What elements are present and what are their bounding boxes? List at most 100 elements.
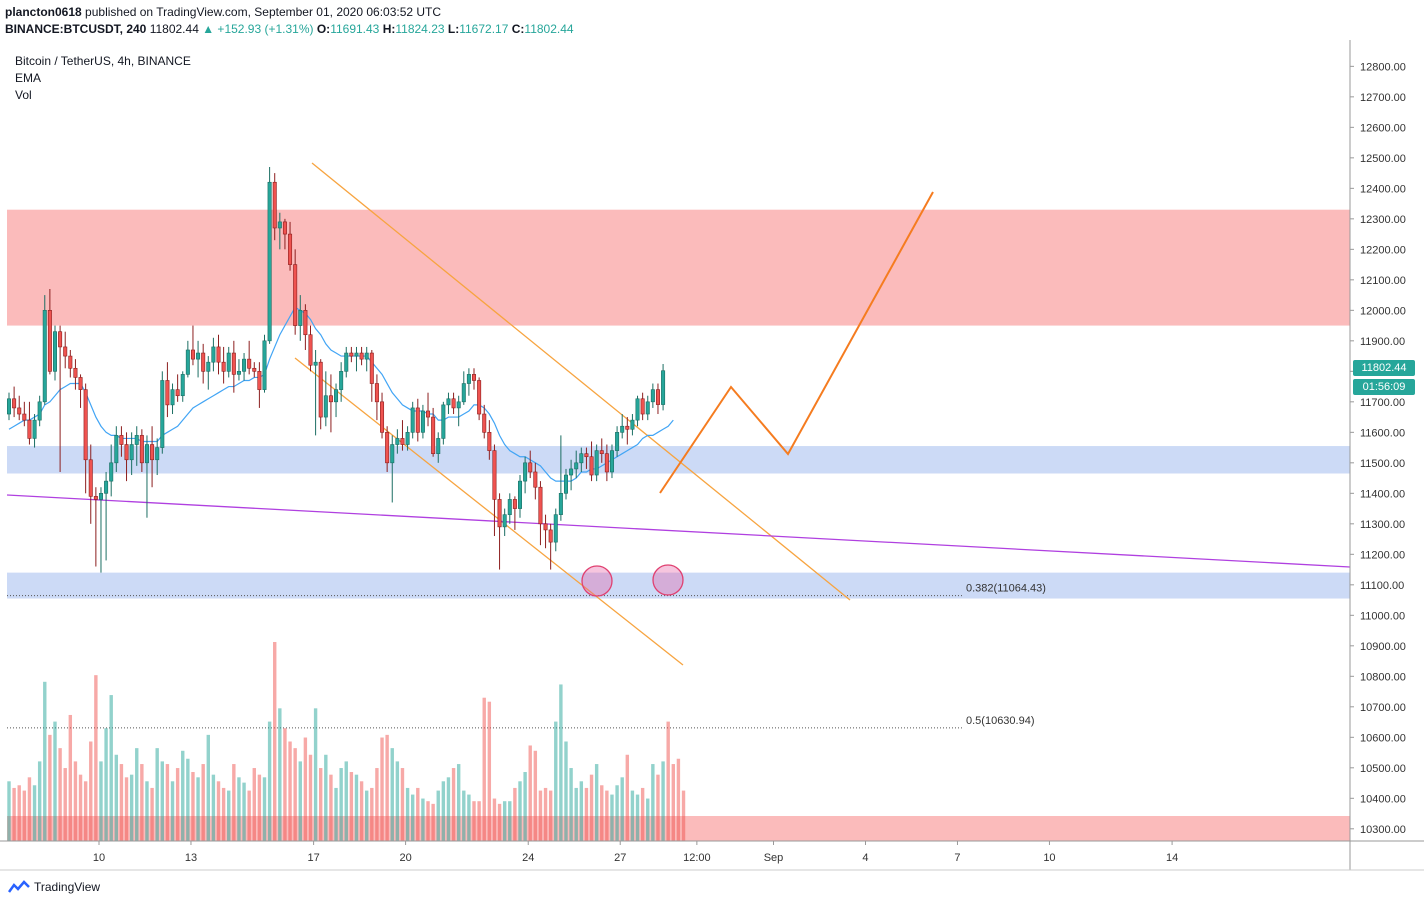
volume-bar [324,754,328,841]
volume-bar [267,721,272,841]
x-tick-label: Sep [764,852,784,864]
volume-bar [150,787,154,841]
volume-bar [262,777,267,841]
candle-body [507,499,512,515]
candle-body [563,474,568,494]
candle-body [558,493,563,515]
candle-body [477,380,482,415]
candle-body [262,340,267,390]
volume-bar [155,748,159,841]
y-tick-label: 11900.00 [1360,336,1405,348]
candle-body [298,310,303,326]
candle-body [242,358,247,372]
candle-body [98,493,103,500]
candle-body [640,398,645,415]
candle-body [615,432,620,451]
candle-body [385,432,390,464]
volume-bar [671,764,675,841]
candle-body [630,419,635,430]
volume-bar [681,790,686,841]
volume-bar [646,798,650,841]
volume-bar [482,697,486,841]
candle-body [354,352,359,357]
volume-bar [53,721,57,841]
legend-title: Bitcoin / TetherUS, 4h, BINANCE [15,54,191,68]
volume-bar [492,798,497,841]
volume-bar [451,768,456,841]
volume-bar [83,781,88,841]
volume-bar [329,774,333,841]
volume-bar [462,790,466,841]
low-label: L: [447,22,460,36]
candle-body [661,370,666,405]
volume-bar [421,798,425,841]
volume-bar [559,684,563,841]
footer-brand[interactable]: TradingView [8,880,100,894]
volume-bar [661,761,665,841]
candle-body [170,389,175,406]
y-tick-label: 12600.00 [1360,122,1406,134]
candle-body [517,480,522,509]
y-tick-label: 12800.00 [1360,61,1406,73]
fib-layer: 0.382(11064.43) 0.5(10630.94) [7,583,1046,729]
candle-body [221,361,226,372]
candle-body [190,349,195,360]
volume-bar [257,774,262,841]
volume-bar [145,781,149,841]
volume-bar [543,787,548,841]
volume-bar [216,781,221,841]
volume-bar [211,774,216,841]
publisher-name[interactable]: plancton0618 [5,5,82,19]
volume-bar [78,774,83,841]
volume-bar [247,790,251,841]
volume-bar [600,785,604,841]
volume-bar [446,777,451,841]
volume-bar [574,787,578,841]
volume-bar [620,777,624,841]
legend-volume[interactable]: Vol [15,88,32,102]
legend-ema[interactable]: EMA [15,71,42,85]
volume-bar [278,708,282,841]
publish-header: plancton0618 published on TradingView.co… [5,5,441,19]
y-tick-label: 10400.00 [1360,793,1406,805]
candle-body [584,453,589,458]
candle-body [574,462,579,470]
candle-body [538,486,543,525]
projection-path [659,191,934,494]
volume-bar [37,761,42,841]
y-tick-label: 10900.00 [1360,641,1406,653]
tradingview-logo-icon [8,880,30,893]
candle-body [395,438,400,445]
candle-body [267,181,272,342]
candle-body [119,435,124,445]
volume-bar [237,777,241,841]
brand-label: TradingView [34,880,101,894]
volume-bar [349,772,354,841]
candle-body [599,450,604,454]
candle-body [63,346,68,357]
candle-body [139,435,144,464]
candle-body [441,404,446,439]
volume-bar [17,785,21,841]
high-value: 11824.23 [395,22,445,36]
candle-body [497,499,502,528]
candle-body [22,413,27,421]
candle-body [635,398,640,421]
candle-body [543,523,548,531]
x-tick-label: 27 [614,852,626,864]
candle-body [144,444,149,464]
volume-bar [472,801,476,841]
volume-bar [89,741,93,841]
volume-bar [242,782,246,841]
candle-body [293,264,298,326]
volume-bar [656,774,660,841]
candle-body [73,367,78,378]
fib-label-1: 0.5(10630.94) [966,715,1035,727]
candle-body [533,471,538,488]
candle-body [150,444,155,461]
candle-body [196,352,201,360]
volume-bar [554,721,558,841]
volume-bar [370,787,374,841]
candle-body [620,425,625,433]
